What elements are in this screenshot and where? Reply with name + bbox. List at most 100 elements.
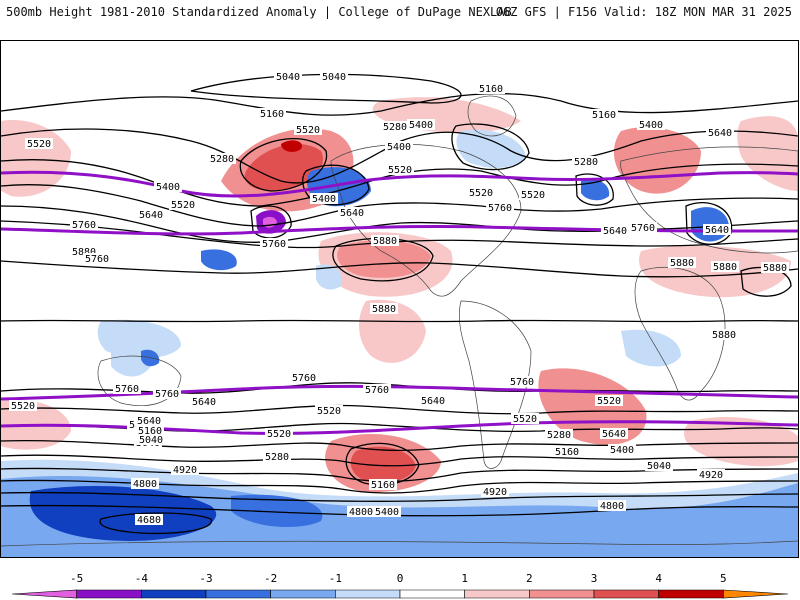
contour-label-bg	[274, 71, 302, 82]
contour-label: 5880	[373, 236, 397, 247]
contour-label-bg	[598, 500, 626, 511]
contour-closed-south-pacific-high	[345, 442, 420, 486]
colorbar-tick-label: -3	[199, 572, 212, 585]
contour-closed-asia-high	[740, 266, 792, 297]
colorbar-tick-label: 2	[526, 572, 533, 585]
contour-label: 5520	[513, 414, 537, 425]
colorbar-tick-label: 4	[655, 572, 662, 585]
contour-label: 5640	[139, 210, 163, 221]
contour-5520-north	[1, 184, 798, 227]
contour-label: 5640	[708, 128, 732, 139]
contour-closed-cutoff-low	[250, 205, 292, 239]
contour-label: 5520	[11, 401, 35, 412]
contour-label-bg	[265, 428, 293, 439]
contour-label: 5760	[631, 223, 655, 234]
contour-label-bg	[481, 486, 509, 497]
contour-label: 5160	[260, 109, 284, 120]
contour-label-bg	[153, 388, 181, 399]
contour-label-bg	[601, 225, 629, 236]
contour-label: 5640	[340, 208, 364, 219]
contour-label: 5520	[521, 190, 545, 201]
contour-label: 4920	[173, 465, 197, 476]
negative-anomaly-aus-core	[141, 349, 160, 367]
map-title: 500mb Height 1981-2010 Standardized Anom…	[6, 5, 512, 19]
contour-label: 5280	[383, 122, 407, 133]
contour-label: 4800	[349, 507, 373, 518]
negative-anomaly-atlantic-low	[581, 179, 610, 201]
contour-label: 5640	[602, 429, 626, 440]
contour-label-bg	[668, 257, 696, 268]
contour-label: 5160	[592, 110, 616, 121]
colorbar-segment	[76, 589, 142, 599]
contour-label: 5760	[510, 377, 534, 388]
colorbar-segment	[529, 589, 595, 599]
contour-label-bg	[263, 451, 291, 462]
contour-label: 5880	[72, 247, 96, 258]
contour-label-bg	[477, 83, 505, 94]
contour-label: 5400	[387, 142, 411, 153]
antarctica-outline	[1, 540, 798, 547]
contour-label: 5280	[265, 452, 289, 463]
contour-label-bg	[711, 261, 739, 272]
contour-label-bg	[135, 514, 163, 525]
contour-label-bg	[83, 253, 111, 264]
contour-label-bg	[595, 395, 623, 406]
contour-label-bg	[629, 222, 657, 233]
contour-label-bg	[370, 303, 398, 314]
contour-label: 5760	[365, 385, 389, 396]
contour-closed-alaska-high	[239, 138, 328, 192]
contour-label-bg	[600, 428, 628, 439]
contour-label: 4920	[483, 487, 507, 498]
peak-positive-anomaly-alaska	[281, 140, 302, 152]
clim-5520-south-line	[1, 420, 798, 435]
contour-5880-south	[1, 319, 798, 323]
contour-label-bg	[545, 429, 573, 440]
contour-label-bg	[706, 127, 734, 138]
contour-label: 5400	[409, 120, 433, 131]
contour-5160-north	[1, 92, 798, 116]
contour-label: 5760	[72, 220, 96, 231]
contour-label-bg	[171, 464, 199, 475]
contour-label: 5400	[375, 507, 399, 518]
contour-label: 5640	[603, 226, 627, 237]
colorbar-tick-label: -2	[264, 572, 277, 585]
contour-label: 4680	[137, 515, 161, 526]
contour-label: 5880	[372, 304, 396, 315]
clim-5760-south-line	[1, 384, 798, 401]
negative-anomaly-south-indian	[621, 329, 681, 367]
contour-label-bg	[25, 138, 53, 149]
contour-label: 5160	[371, 480, 395, 491]
contour-closed-pacific-low	[302, 164, 370, 206]
contour-label: 5040	[276, 72, 300, 83]
contour-5640-north	[1, 205, 798, 243]
contour-label-bg	[294, 124, 322, 135]
contour-label-bg	[467, 187, 495, 198]
contour-label-bg	[9, 400, 37, 411]
contour-label-bg	[590, 109, 618, 120]
contour-label-bg	[190, 396, 218, 407]
europe-asia-outline	[620, 146, 798, 254]
contour-label: 5160	[479, 84, 503, 95]
contour-label-bg	[385, 141, 413, 152]
contour-label-bg	[419, 395, 447, 406]
contour-label: 4800	[600, 501, 624, 512]
contour-label-bg	[710, 329, 738, 340]
contour-label-bg	[508, 376, 536, 387]
contour-label: 5760	[85, 254, 109, 265]
contour-label: 5640	[192, 397, 216, 408]
contour-label-bg	[363, 384, 391, 395]
south-america-outline	[458, 300, 532, 469]
contour-label-bg	[131, 478, 159, 489]
contour-label: 5760	[262, 239, 286, 250]
contour-4680-closed	[99, 512, 212, 535]
contour-label-bg	[290, 372, 318, 383]
contour-label-bg	[169, 199, 197, 210]
contour-label: 5640	[137, 416, 161, 427]
strong-positive-anomaly-south-pacific	[350, 446, 416, 483]
contour-label: 5520	[597, 396, 621, 407]
colorbar-tick-label: 1	[461, 572, 468, 585]
contour-label: 5160	[555, 447, 579, 458]
colorbar-segment	[11, 589, 77, 599]
contour-4800-south	[1, 504, 798, 517]
